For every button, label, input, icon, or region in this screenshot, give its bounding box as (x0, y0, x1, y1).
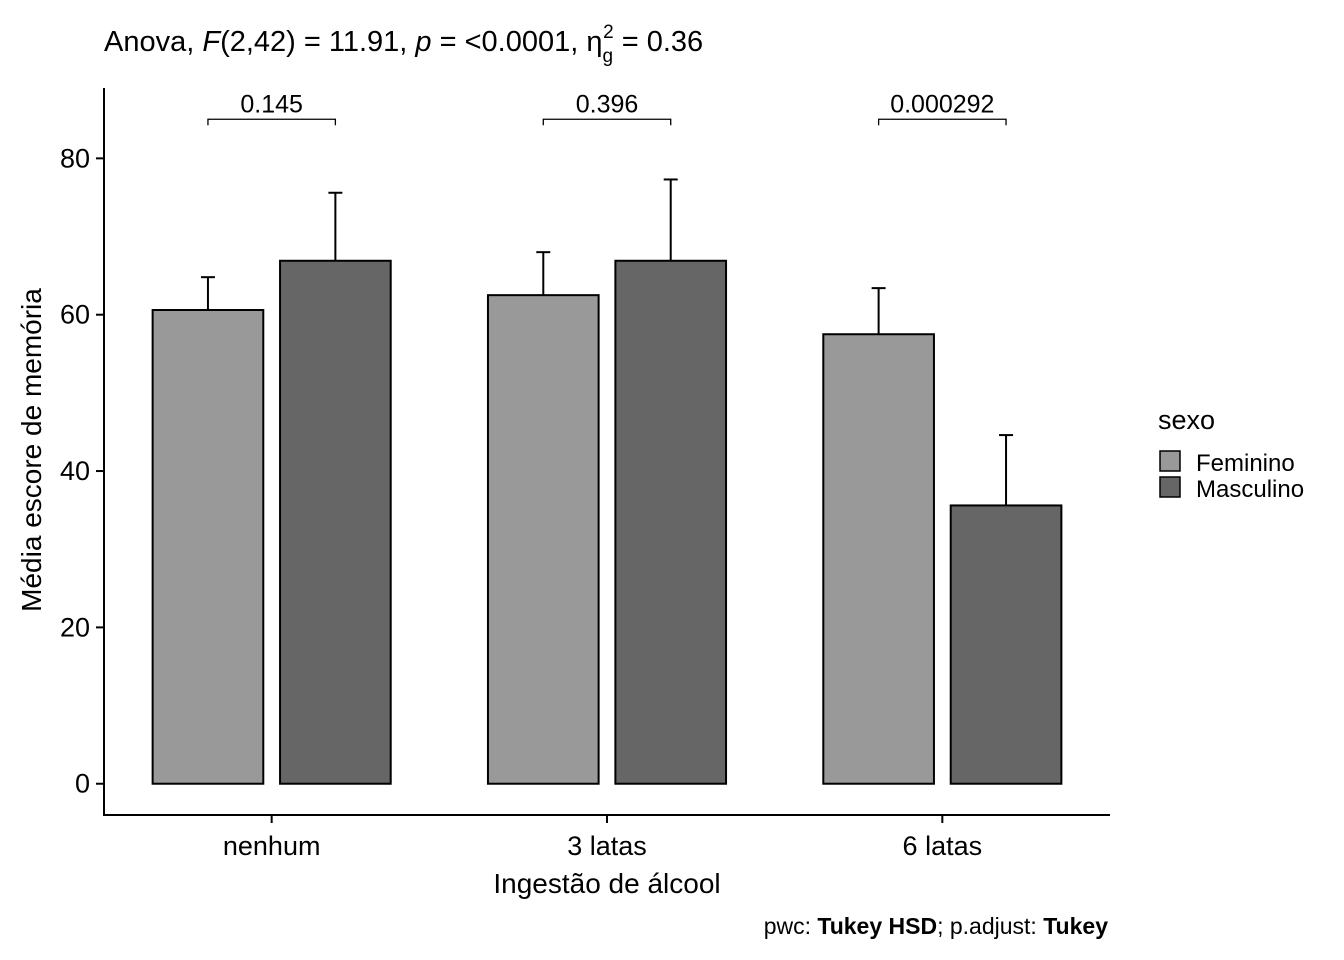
bar-feminino-2 (486, 294, 600, 785)
legend-key-masculino (1159, 476, 1181, 498)
bar-feminino-1 (151, 309, 265, 785)
x-axis-title: Ingestão de álcool (493, 868, 720, 899)
y-tick-label: 80 (60, 143, 90, 173)
y-tick-label: 60 (60, 300, 90, 330)
legend-key-feminino (1159, 450, 1181, 472)
pvalue-bracket (207, 118, 337, 126)
y-axis-title: Média escore de memória (16, 288, 47, 612)
bar-masculino-1 (279, 259, 392, 785)
pvalue-bracket (877, 118, 1007, 126)
bar-masculino-2 (614, 259, 728, 785)
chart-title: Anova, F(2,42) = 11.91, p = <0.0001, ηg2… (104, 22, 703, 67)
x-tick-label: nenhum (223, 831, 321, 861)
legend: sexo Feminino Masculino (1158, 405, 1304, 503)
x-ticks: nenhum 3 latas 6 latas (223, 815, 982, 861)
legend-title: sexo (1158, 405, 1215, 435)
legend-label-masculino: Masculino (1196, 476, 1304, 503)
y-tick-label: 40 (60, 456, 90, 486)
pvalue-label: 0.396 (576, 90, 639, 118)
y-ticks: 0 20 40 60 80 (60, 143, 104, 799)
pvalue-brackets: 0.145 0.396 0.000292 (207, 90, 1007, 126)
bars (151, 259, 1063, 785)
y-tick-label: 0 (75, 769, 90, 799)
pvalue-label: 0.145 (240, 90, 303, 118)
x-tick-label: 3 latas (567, 831, 647, 861)
x-tick-label: 6 latas (903, 831, 983, 861)
caption: pwc: Tukey HSD; p.adjust: Tukey (764, 913, 1109, 939)
pvalue-bracket (542, 118, 672, 126)
y-tick-label: 20 (60, 612, 90, 642)
legend-label-feminino: Feminino (1196, 450, 1295, 477)
bar-feminino-3 (822, 333, 935, 785)
pvalue-label: 0.000292 (890, 90, 994, 118)
error-bars (200, 178, 1014, 506)
bar-masculino-3 (949, 504, 1063, 785)
